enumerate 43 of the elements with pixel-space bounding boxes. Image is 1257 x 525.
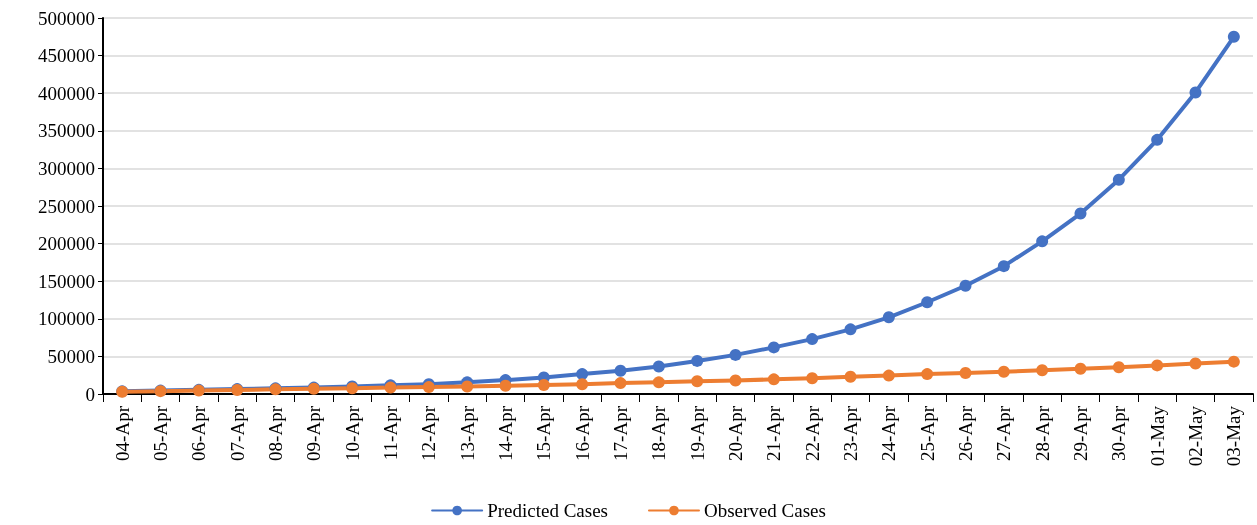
x-tick-label: 26-Apr bbox=[955, 405, 976, 461]
legend-label: Predicted Cases bbox=[487, 500, 608, 521]
y-tick-label: 350000 bbox=[38, 120, 95, 142]
y-tick-label: 200000 bbox=[38, 233, 95, 255]
x-tick-label: 11-Apr bbox=[380, 405, 401, 461]
x-tick-label: 20-Apr bbox=[725, 405, 746, 461]
x-tick-label: 18-Apr bbox=[648, 405, 670, 461]
x-tick-label: 23-Apr bbox=[840, 405, 861, 461]
x-tick-label: 10-Apr bbox=[341, 405, 363, 461]
x-tick-label: 06-Apr bbox=[188, 405, 210, 461]
x-tick-label: 21-Apr bbox=[763, 405, 785, 461]
y-tick-label: 150000 bbox=[38, 270, 95, 292]
x-tick-label: 09-Apr bbox=[303, 405, 325, 461]
x-tick-label: 30-Apr bbox=[1108, 405, 1130, 461]
x-tick-label: 28-Apr bbox=[1031, 405, 1053, 461]
y-tick-label: 300000 bbox=[38, 157, 95, 179]
x-tick-label: 27-Apr bbox=[993, 405, 1015, 461]
x-tick-label: 01-May bbox=[1146, 405, 1168, 467]
x-tick-label: 05-Apr bbox=[150, 405, 171, 461]
y-tick-label: 450000 bbox=[38, 45, 95, 67]
x-tick-label: 24-Apr bbox=[878, 405, 900, 461]
x-tick-label: 13-Apr bbox=[456, 405, 478, 461]
x-tick-label: 15-Apr bbox=[533, 405, 555, 461]
y-tick-label: 100000 bbox=[38, 308, 95, 330]
x-tick-label: 25-Apr bbox=[916, 405, 938, 461]
x-tick-label: 17-Apr bbox=[610, 405, 631, 461]
x-tick-label: 07-Apr bbox=[226, 405, 248, 461]
x-tick-label: 19-Apr bbox=[686, 405, 708, 461]
x-tick-label: 29-Apr bbox=[1070, 405, 1091, 461]
x-tick-label: 02-May bbox=[1185, 405, 1206, 467]
x-tick-label: 08-Apr bbox=[265, 405, 286, 461]
x-tick-label: 03-May bbox=[1223, 405, 1245, 467]
x-tick-label: 04-Apr bbox=[111, 405, 133, 461]
legend-label: Observed Cases bbox=[703, 500, 826, 521]
y-tick-label: 250000 bbox=[38, 195, 95, 217]
x-tick-label: 16-Apr bbox=[571, 405, 593, 461]
y-tick-label: 50000 bbox=[47, 345, 95, 367]
y-tick-label: 400000 bbox=[38, 82, 95, 104]
y-tick-label: 0 bbox=[85, 383, 95, 405]
y-tick-label: 500000 bbox=[38, 7, 95, 29]
x-tick-label: 14-Apr bbox=[495, 405, 516, 461]
x-tick-label: 12-Apr bbox=[418, 405, 440, 461]
x-tick-label: 22-Apr bbox=[801, 405, 823, 461]
